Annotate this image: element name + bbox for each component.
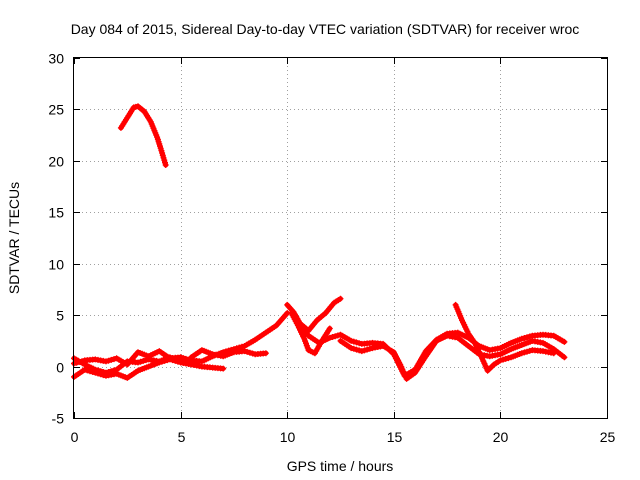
data-point (326, 325, 333, 332)
data-point (366, 345, 373, 352)
data-point (97, 368, 104, 375)
axis-ticks: 0 5 10 15 20 25 -5 0 5 10 15 20 25 30 (48, 51, 615, 446)
data-point (177, 357, 184, 364)
y-tick-label: 30 (48, 51, 64, 67)
data-point (169, 355, 176, 362)
series-track-10 (452, 301, 557, 374)
data-point (108, 368, 115, 375)
data-point (518, 350, 525, 357)
data-point (524, 348, 530, 355)
data-point (174, 356, 181, 363)
data-point (353, 339, 360, 346)
series-track-1 (117, 103, 169, 168)
series-track-5 (188, 347, 269, 361)
data-point (337, 295, 344, 302)
data-point (350, 345, 357, 352)
data-point (524, 334, 530, 341)
data-point (502, 355, 509, 362)
series-track-4 (71, 354, 184, 376)
data-point (162, 162, 169, 168)
chart-title: Day 084 of 2015, Sidereal Day-to-day VTE… (71, 21, 580, 37)
data-point (505, 355, 512, 362)
data-point (350, 338, 357, 345)
data-point (550, 350, 557, 357)
series-track-7 (288, 310, 333, 357)
data-point (329, 334, 336, 340)
y-tick-label: 20 (48, 154, 64, 170)
data-point (358, 348, 365, 355)
y-tick-label: 25 (48, 102, 64, 118)
data-point (244, 348, 251, 355)
y-tick-label: -5 (52, 411, 65, 427)
data-point (140, 357, 147, 364)
data-point (518, 335, 525, 342)
data-point (526, 347, 533, 354)
y-tick-label: 0 (56, 360, 64, 376)
data-point (95, 367, 101, 374)
x-tick-label: 5 (178, 429, 186, 445)
data-point (100, 369, 107, 375)
data-point (364, 346, 371, 353)
x-tick-label: 0 (71, 429, 79, 445)
data-point (262, 350, 269, 357)
x-axis-label: GPS time / hours (287, 458, 394, 474)
data-point (92, 366, 99, 373)
y-tick-label: 5 (56, 308, 64, 324)
data-series (71, 103, 568, 382)
grid-lines (74, 58, 607, 418)
plot-frame (73, 57, 608, 419)
y-axis-label: SDTVAR / TECUs (6, 182, 22, 294)
y-tick-label: 10 (48, 257, 64, 273)
x-tick-label: 10 (280, 429, 296, 445)
y-tick-label: 15 (48, 205, 64, 221)
data-point (137, 358, 144, 365)
data-point (108, 356, 115, 363)
data-point (105, 357, 112, 364)
data-point (326, 334, 333, 341)
data-point (81, 366, 88, 373)
data-point (166, 354, 173, 361)
x-tick-label: 25 (600, 429, 616, 445)
data-point (497, 357, 504, 364)
x-tick-label: 15 (387, 429, 403, 445)
data-point (105, 369, 112, 375)
data-point (561, 354, 568, 361)
series-track-9 (337, 332, 568, 382)
data-point (561, 338, 568, 345)
data-point (526, 333, 533, 340)
data-point (353, 346, 360, 353)
x-tick-label: 20 (493, 429, 509, 445)
data-point (220, 365, 227, 372)
data-point (246, 349, 253, 356)
